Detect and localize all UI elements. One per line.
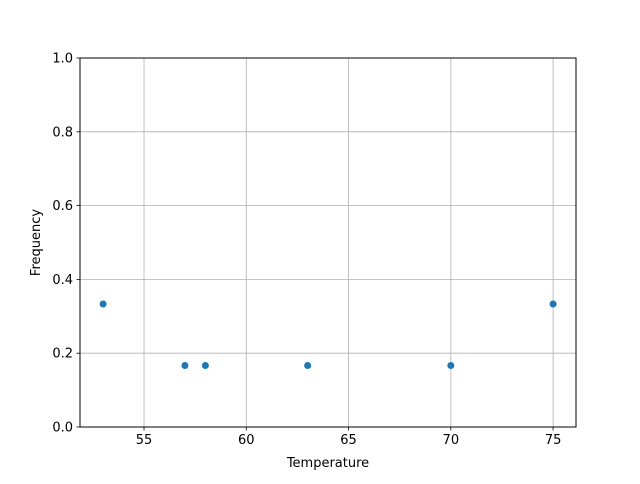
y-tick-label: 1.0 bbox=[52, 52, 73, 67]
x-tick-label: 55 bbox=[136, 433, 153, 448]
x-tick-label: 60 bbox=[238, 433, 255, 448]
ticks: 55 60 65 70 75 0.0 0.2 0.4 0.6 0.8 1.0 bbox=[52, 52, 561, 449]
y-tick-label: 0.0 bbox=[52, 421, 73, 436]
data-point bbox=[99, 300, 107, 308]
data-points bbox=[99, 300, 557, 369]
data-point bbox=[304, 361, 312, 369]
y-tick-label: 0.2 bbox=[52, 347, 73, 362]
y-axis-label: Frequency bbox=[29, 209, 44, 276]
data-point bbox=[549, 300, 557, 308]
x-tick-label: 65 bbox=[340, 433, 357, 448]
x-tick-label: 70 bbox=[443, 433, 460, 448]
y-tick-label: 0.4 bbox=[52, 273, 73, 288]
y-tick-label: 0.8 bbox=[52, 125, 73, 140]
y-tick-label: 0.6 bbox=[52, 199, 73, 214]
grid bbox=[80, 57, 576, 428]
data-point bbox=[201, 361, 209, 369]
x-tick-label: 75 bbox=[545, 433, 562, 448]
data-point bbox=[181, 361, 189, 369]
x-axis-label: Temperature bbox=[286, 456, 369, 471]
axes-frame bbox=[79, 57, 577, 428]
data-point bbox=[447, 361, 455, 369]
